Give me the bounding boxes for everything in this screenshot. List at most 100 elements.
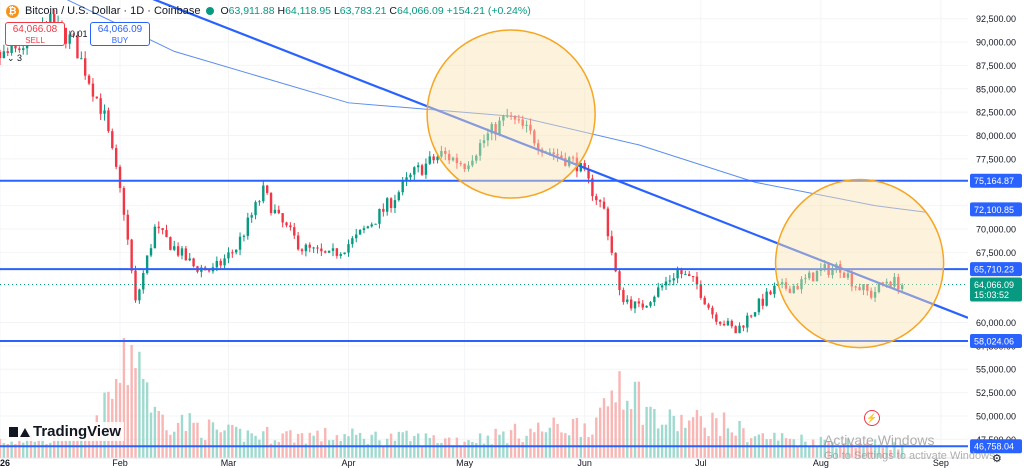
candle-body [742,325,745,328]
price-label: 72,100.85 [974,205,1014,215]
symbol-title[interactable]: Bitcoin / U.S. Dollar · 1D · Coinbase [25,5,201,17]
candle-body [420,165,424,175]
time-tick-label: Feb [112,458,128,468]
candle-body [811,272,815,282]
candle-body [746,315,749,328]
candle-body [447,153,451,161]
level-label: 75,164.87 [974,176,1014,186]
candle-body [335,248,339,256]
volume-bar [331,439,335,458]
volume-bar [436,443,439,458]
candle-body [877,282,881,293]
volume-bar [339,441,342,458]
volume-bar [897,449,900,458]
level-label: 65,710.23 [974,265,1014,275]
horizontal-levels[interactable] [0,179,968,448]
settings-icon[interactable]: ⚙ [992,453,1002,465]
highlight-circle-1 [426,29,596,199]
time-tick-label: 2026 [0,458,10,468]
volume-bar [215,429,219,458]
volume-bar [633,381,637,458]
volume-bar [60,440,64,458]
bitcoin-icon: ₿ [6,4,19,18]
candle-body [633,301,637,309]
candle-body [83,58,87,76]
volume-bar [258,439,261,458]
volume-bar [366,444,370,458]
candle-body [521,119,524,126]
candle-body [525,124,528,126]
volume-bar [738,421,741,458]
alert-icon[interactable]: ⚡ [864,410,880,426]
candle-body [637,301,641,304]
candle-body [881,282,885,284]
candle-body [87,75,91,84]
candle-body [300,249,304,252]
candle-body [358,230,362,235]
sell-button[interactable]: 64,066.08 SELL [5,22,65,46]
trendline[interactable] [0,0,969,319]
candle-body [258,201,261,203]
volume-bar [885,446,888,458]
volume-bar [161,414,164,458]
level-label-bg [970,333,1022,348]
candle-body [149,248,153,256]
candle-body [188,258,191,261]
volume-bar [777,440,780,458]
volume-bar [471,441,474,458]
volume-bar [420,446,424,458]
buy-button[interactable]: 64,066.09 BUY [90,22,150,46]
order-quantity[interactable]: ⌄ 3 [7,53,23,63]
volume-bar [401,432,404,458]
volume-bar [238,428,242,458]
candle-body [699,284,703,298]
tradingview-logo[interactable]: TradingView [6,422,125,441]
volume-bar [866,442,869,458]
candle-body [854,286,857,288]
volume-bar [571,418,575,458]
volume-bar [440,442,443,458]
volume-bar [142,378,145,458]
price-tick-label: 77,500.00 [976,154,1016,164]
volume-bar [626,400,629,458]
candle-body [850,273,854,287]
candle-body [757,298,761,313]
price-axis[interactable]: 92,500.00 90,000.00 87,500.00 85,000.00 82,5… [968,0,1024,468]
candle-body [552,152,555,155]
volume-bar [138,351,141,458]
volume-bar [130,345,133,458]
candle-body [873,292,877,298]
volume-bar [223,430,226,458]
candle-body [866,284,869,291]
level-label-bg [970,262,1022,277]
sell-price: 64,066.08 [12,24,58,35]
candle-body [68,34,71,44]
volume-bar [877,444,881,458]
volume-bars [0,338,904,458]
volume-bar [827,441,830,458]
volume-bar [784,438,788,458]
candle-body [401,181,404,193]
candle-body [173,246,176,250]
volume-bar [242,441,246,458]
volume-bar [397,431,401,458]
volume-bar [2,443,6,458]
price-tick-label: 85,000.00 [976,84,1016,94]
volume-bar [839,446,842,458]
candle-body [18,48,21,51]
candle-body [0,51,2,59]
candle-body [815,271,819,282]
volume-bar [246,430,250,458]
candle-body [385,198,389,212]
volume-bar [447,437,451,458]
highlight-circles[interactable] [426,29,945,349]
volume-bar [645,406,648,458]
candle-body [780,282,784,285]
volume-bar [540,431,544,458]
candle-body [900,285,904,290]
candle-body [595,196,598,201]
time-axis[interactable]: 2026 Feb Mar Apr May Jun Jul Aug Sep [0,457,968,468]
candle-body [598,200,602,202]
candle-body [494,124,497,135]
